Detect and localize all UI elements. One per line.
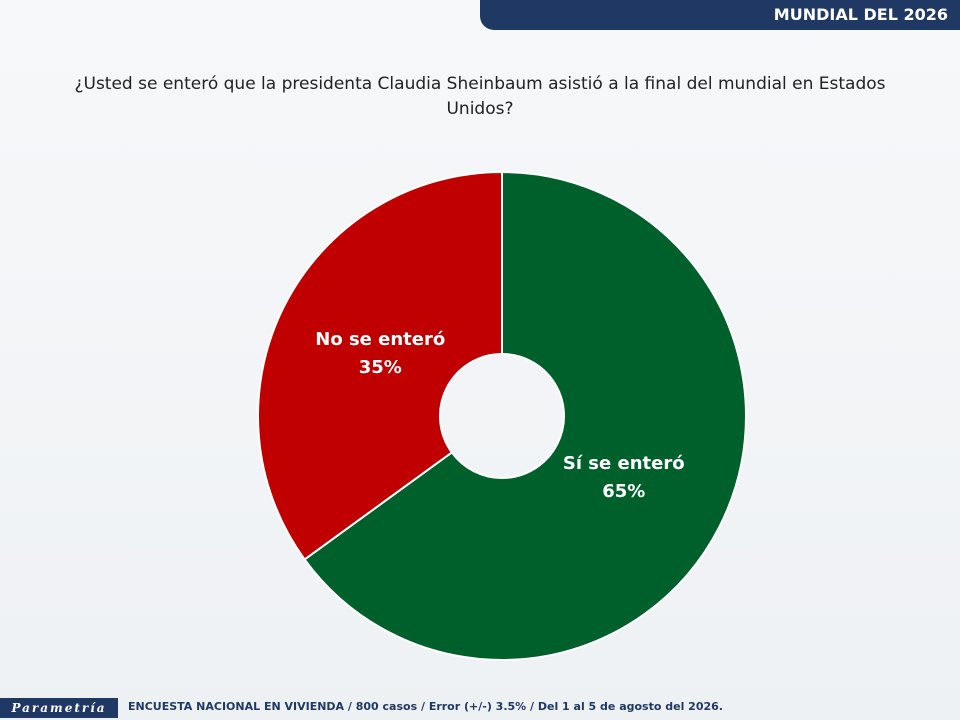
donut-slice: [303, 170, 747, 661]
slice-label: No se enteró: [315, 329, 445, 350]
slice-value-label: 35%: [359, 357, 402, 378]
header-tag: MUNDIAL DEL 2026: [480, 0, 960, 30]
chart-title: ¿Usted se enteró que la presidenta Claud…: [74, 74, 886, 119]
brand-logo: Parametría: [0, 698, 118, 718]
slice-value-label: 65%: [602, 481, 645, 502]
donut-slice: [257, 170, 503, 561]
footnote: ENCUESTA NACIONAL EN VIVIENDA / 800 caso…: [128, 700, 723, 713]
slice-label: Sí se enteró: [563, 453, 685, 474]
